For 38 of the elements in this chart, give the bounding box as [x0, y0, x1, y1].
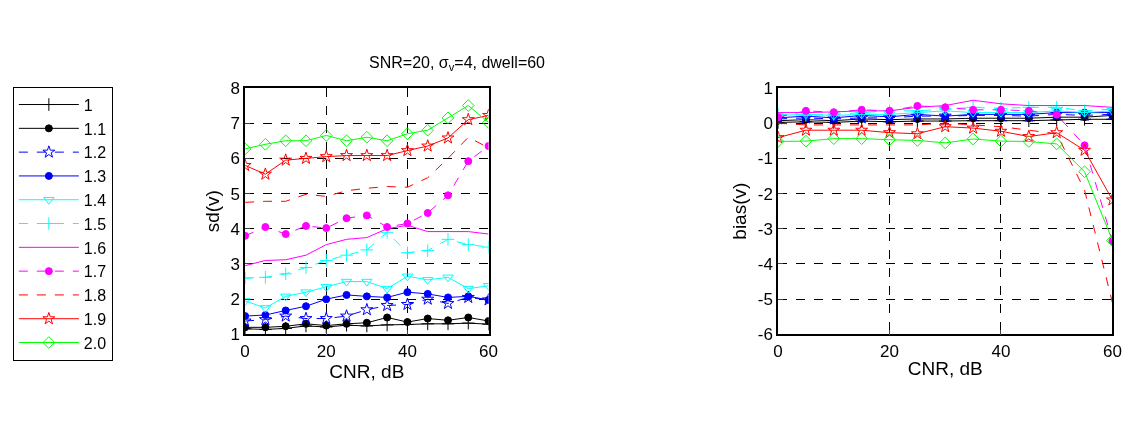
y-tick-label: 1 — [763, 78, 773, 98]
y-tick-label: -6 — [757, 325, 773, 345]
y-tick-label: -5 — [757, 290, 773, 310]
x-axis-title: CNR, dB — [907, 357, 983, 379]
legend-label: 1.3 — [83, 168, 107, 186]
x-tick-label: 20 — [880, 341, 899, 361]
x-tick-label: 20 — [316, 341, 336, 361]
y-tick-label: -3 — [757, 219, 773, 239]
legend-label: 1.6 — [83, 239, 107, 257]
y-tick-label: 0 — [763, 114, 773, 134]
legend-label: 1 — [83, 96, 93, 114]
legend-label: 1.8 — [83, 287, 107, 305]
x-tick-label: 60 — [479, 341, 499, 361]
y-tick-label: 4 — [230, 219, 240, 239]
legend-label: 1.5 — [83, 215, 107, 233]
legend-label: 1.2 — [83, 144, 107, 162]
x-tick-label: 40 — [991, 341, 1011, 361]
legend-label: 2.0 — [83, 334, 107, 352]
legend-label: 1.7 — [83, 263, 107, 281]
y-tick-label: 3 — [230, 254, 240, 274]
y-axis-title: sd(v) — [201, 190, 223, 233]
y-tick-label: 5 — [230, 184, 240, 204]
y-tick-label: 1 — [230, 325, 240, 345]
x-axis-title: CNR, dB — [329, 360, 405, 382]
y-tick-label: -4 — [757, 254, 773, 274]
y-tick-label: 6 — [230, 149, 240, 169]
y-tick-label: -1 — [757, 149, 773, 169]
y-tick-label: 2 — [230, 290, 240, 310]
legend-label: 1.9 — [83, 310, 107, 328]
legend-label: 1.1 — [83, 120, 107, 138]
x-tick-label: 40 — [397, 341, 417, 361]
legend-label: 1.4 — [83, 191, 107, 209]
y-axis-title: bias(v) — [729, 182, 751, 240]
y-tick-label: 8 — [230, 78, 240, 98]
y-tick-label: 7 — [230, 114, 240, 134]
chart-title: SNR=20, σ$_{v}$=4, dwell=60 — [369, 54, 546, 74]
x-tick-label: 60 — [1102, 341, 1122, 361]
y-tick-label: -2 — [757, 184, 773, 204]
